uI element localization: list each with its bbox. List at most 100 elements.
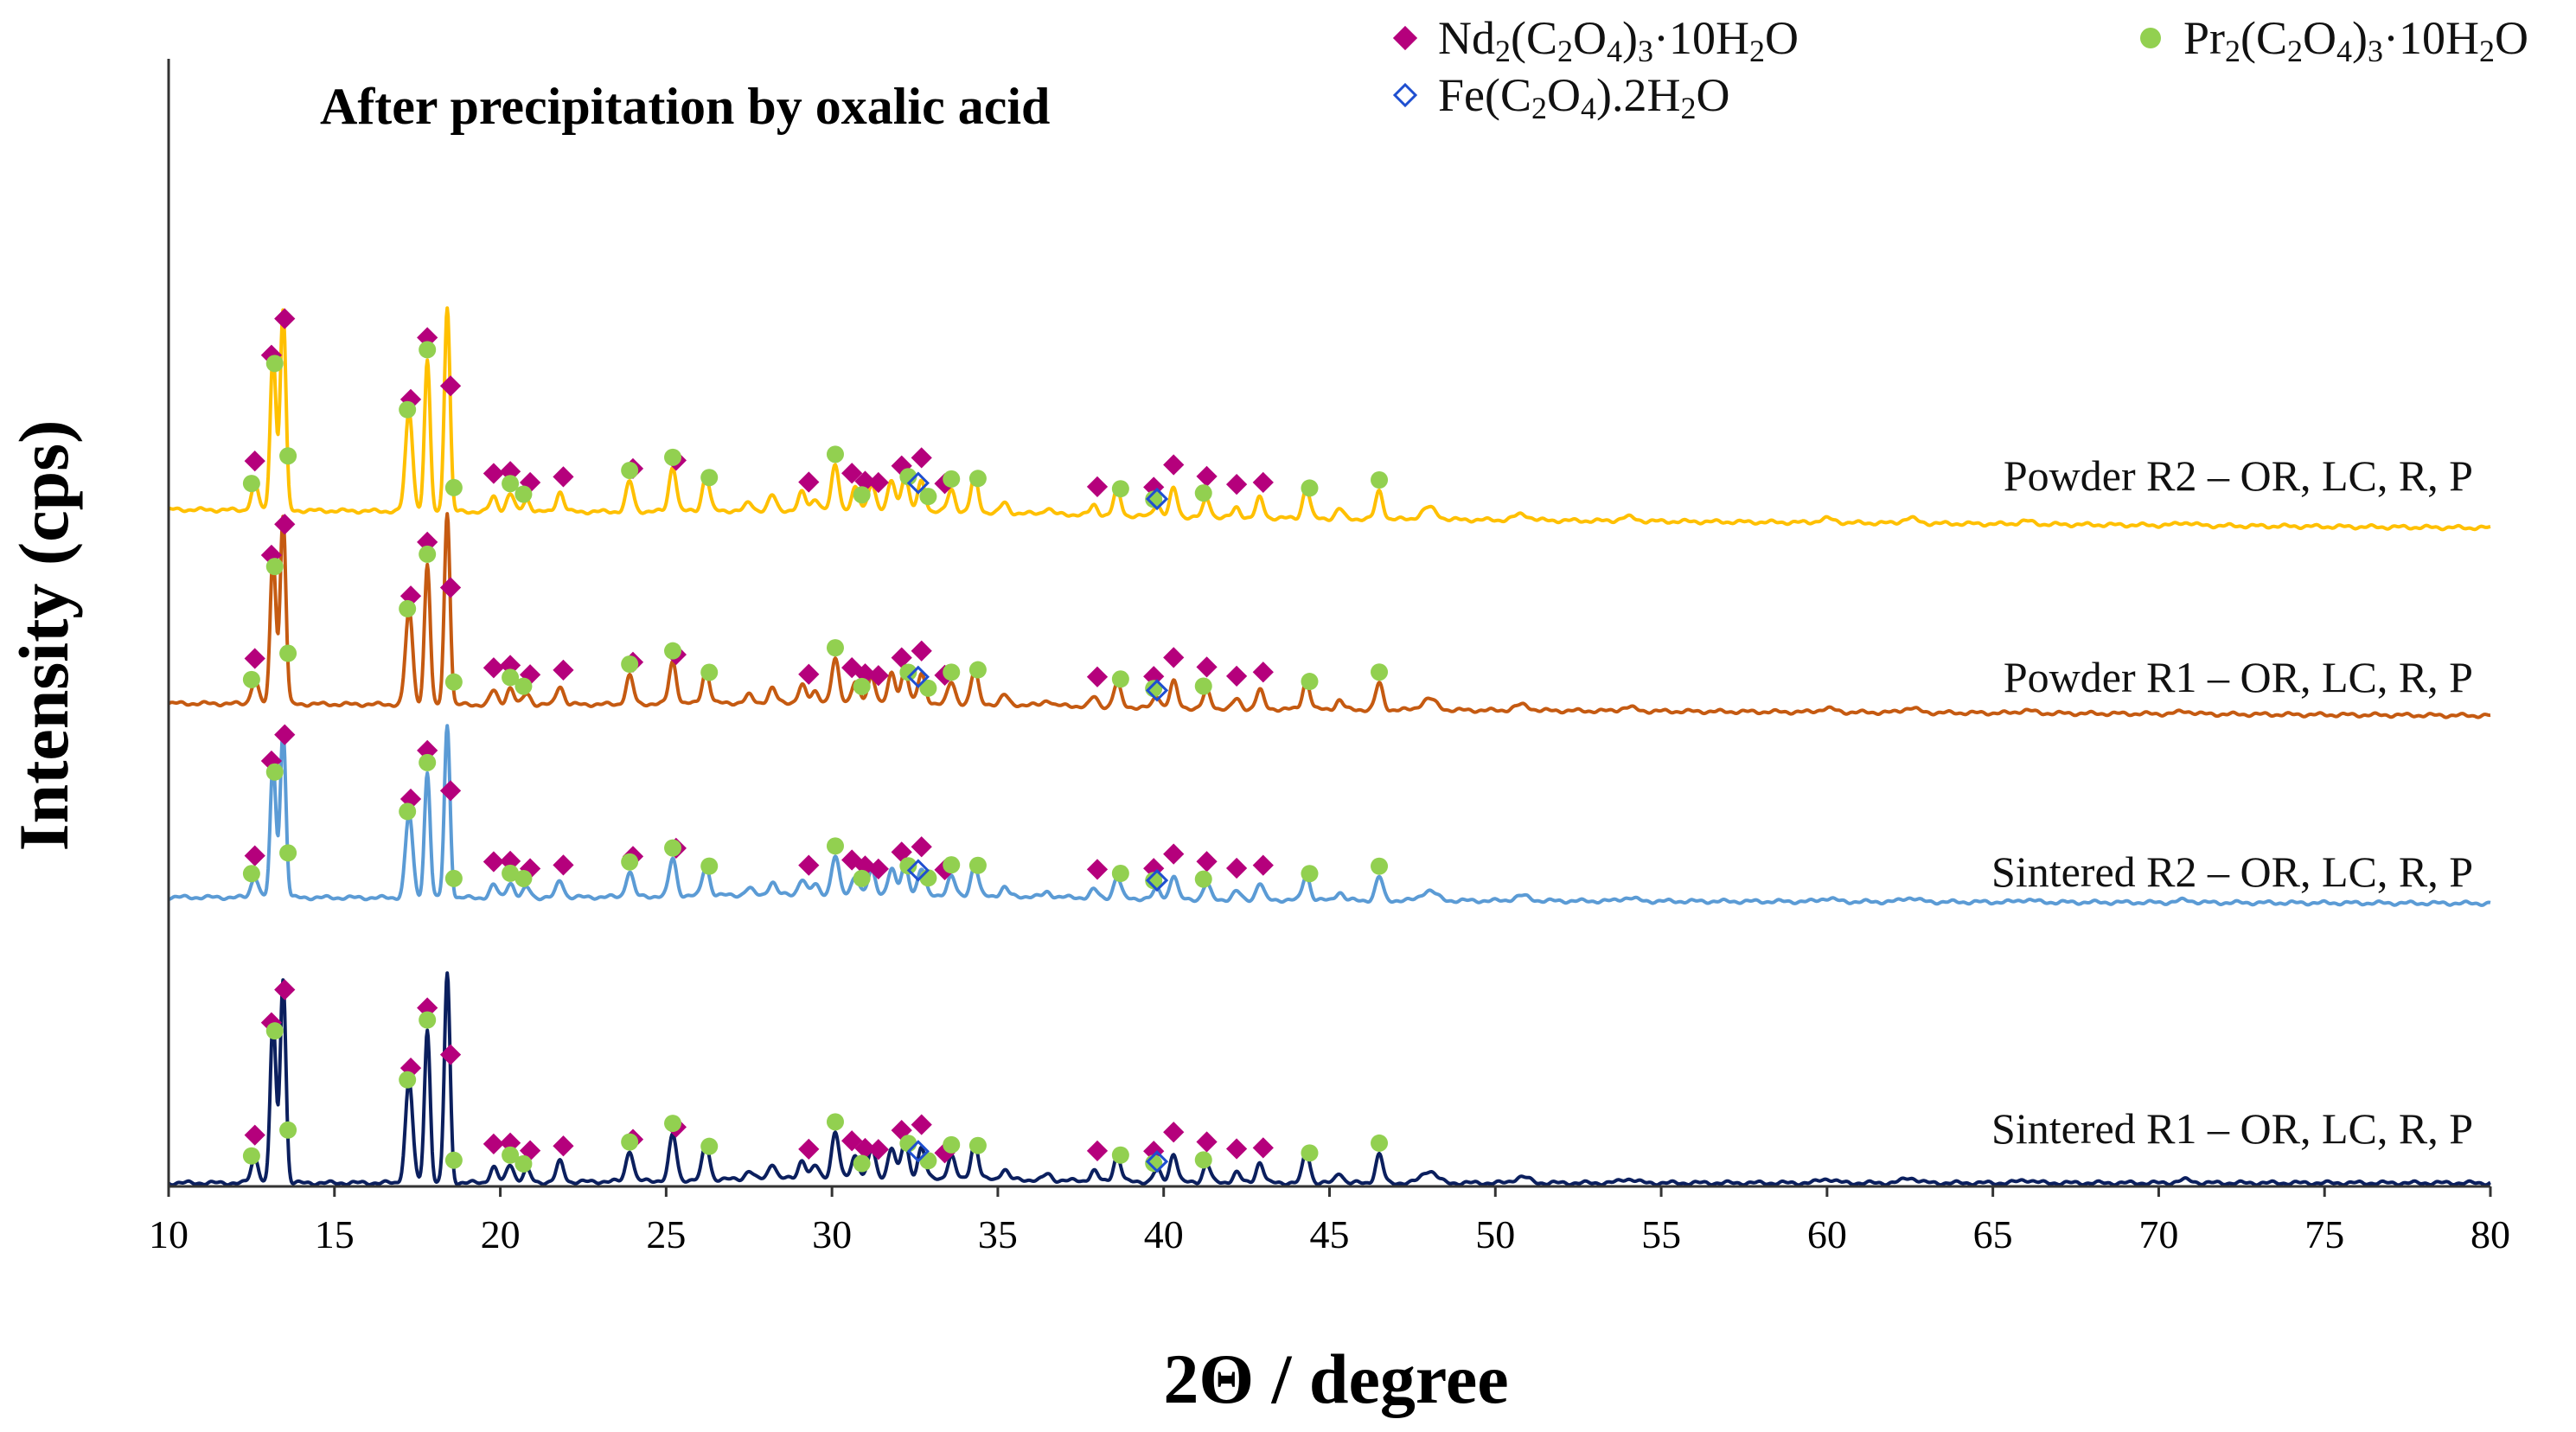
x-tick-label: 30 <box>812 1212 852 1256</box>
x-ticks: 10 15 20 25 30 35 40 45 50 55 60 65 70 75 80 <box>149 1186 2510 1256</box>
pr-marker <box>664 1115 682 1133</box>
nd-marker <box>274 724 296 745</box>
series-line <box>167 971 2491 1187</box>
nd-marker <box>841 463 863 484</box>
fe-marker <box>906 471 930 495</box>
pr-marker <box>419 753 437 771</box>
nd-marker <box>439 577 462 598</box>
nd-marker <box>274 308 296 329</box>
pr-marker <box>1111 480 1129 498</box>
pr-marker <box>1111 1146 1129 1164</box>
legend-fe-marker <box>1392 82 1418 108</box>
pr-marker <box>242 1147 260 1165</box>
x-tick-label: 45 <box>1310 1212 1350 1256</box>
x-tick-label: 70 <box>2138 1212 2178 1256</box>
nd-marker <box>1196 465 1218 488</box>
fe-marker <box>906 665 930 688</box>
nd-marker <box>798 471 820 493</box>
pr-marker <box>919 679 937 697</box>
nd-marker <box>274 979 296 1000</box>
nd-marker <box>1163 647 1185 668</box>
pr-marker <box>1371 1134 1389 1152</box>
nd-marker <box>553 466 574 488</box>
series-labels: Sintered R1 – OR, LC, R, P Sintered R2 – … <box>1991 451 2473 1153</box>
legend-label-part: ·10H <box>2383 12 2479 64</box>
legend-nd-marker <box>1392 25 1418 51</box>
pr-marker <box>265 558 284 576</box>
pr-marker <box>700 857 719 875</box>
nd-marker <box>867 1139 889 1160</box>
pr-marker <box>279 1121 297 1139</box>
pr-marker <box>1301 479 1319 497</box>
pr-marker <box>826 837 844 855</box>
nd-marker <box>841 1130 863 1152</box>
legend-label-part: ) <box>2352 12 2368 64</box>
legend-label-part: (C <box>1511 12 1557 64</box>
pr-marker <box>1301 673 1319 691</box>
pr-marker <box>444 869 463 887</box>
nd-marker <box>841 656 863 679</box>
legend-label: Nd2(C2O4)3·10H2O <box>1438 12 1799 68</box>
fe-marker <box>1145 487 1169 511</box>
pr-marker <box>419 341 437 359</box>
legend-label-part: 2 <box>1531 91 1547 125</box>
pr-marker <box>853 869 871 887</box>
pr-marker <box>242 670 260 688</box>
x-tick-label: 25 <box>646 1212 686 1256</box>
x-tick-label: 40 <box>1144 1212 1184 1256</box>
fe-marker <box>1145 1150 1169 1173</box>
pr-marker <box>515 1154 533 1173</box>
pr-marker <box>502 475 520 493</box>
nd-marker <box>439 780 462 802</box>
pr-marker <box>419 1011 437 1029</box>
nd-marker <box>244 1124 265 1146</box>
legend-label-part: (C <box>2240 12 2287 64</box>
pr-marker <box>1301 865 1319 883</box>
legend-label-part: 2 <box>2225 34 2240 68</box>
nd-marker <box>1225 665 1248 687</box>
nd-marker <box>244 451 265 472</box>
pr-marker <box>242 865 260 883</box>
series-line <box>168 724 2491 907</box>
legend-label-part: 4 <box>1581 91 1596 125</box>
nd-marker <box>1086 666 1109 687</box>
legend-label-part: O <box>1765 12 1799 64</box>
pr-marker <box>515 485 533 503</box>
pr-marker <box>1194 484 1212 502</box>
nd-marker <box>553 854 574 876</box>
pr-marker <box>826 445 844 463</box>
legend-label-part: O <box>1696 69 1729 121</box>
pr-marker <box>700 1137 719 1155</box>
legend-label-part: ) <box>1622 12 1638 64</box>
pr-marker <box>621 655 639 673</box>
nd-marker <box>1225 473 1248 495</box>
pr-marker <box>515 677 533 695</box>
legend-label-part: 2 <box>1495 34 1511 68</box>
legend: Nd2(C2O4)3·10H2O Pr2(C2O4)3·10H2OFe(C2O4)… <box>1392 12 2528 125</box>
pr-marker <box>399 802 417 821</box>
pr-marker <box>399 599 417 617</box>
pr-marker <box>279 447 297 465</box>
nd-marker <box>244 648 265 669</box>
plot-area <box>167 306 2491 1187</box>
pr-marker <box>919 869 937 887</box>
pr-marker <box>621 1133 639 1151</box>
legend-pr-marker <box>2140 28 2161 48</box>
legend-label-part: 2 <box>1680 91 1696 125</box>
nd-marker <box>1252 854 1274 876</box>
x-tick-label: 10 <box>149 1212 189 1256</box>
legend-label-part: 3 <box>1638 34 1653 68</box>
pr-marker <box>444 478 463 496</box>
pr-marker <box>265 1022 284 1040</box>
nd-marker <box>553 1135 574 1157</box>
pr-marker <box>279 644 297 662</box>
pr-marker <box>664 839 682 857</box>
nd-marker <box>439 1044 462 1065</box>
legend-label-part: Nd <box>1438 12 1495 64</box>
pr-marker <box>1371 663 1389 681</box>
pr-marker <box>265 355 284 373</box>
pr-marker <box>621 461 639 479</box>
pr-marker <box>968 856 987 874</box>
pr-marker <box>853 677 871 695</box>
